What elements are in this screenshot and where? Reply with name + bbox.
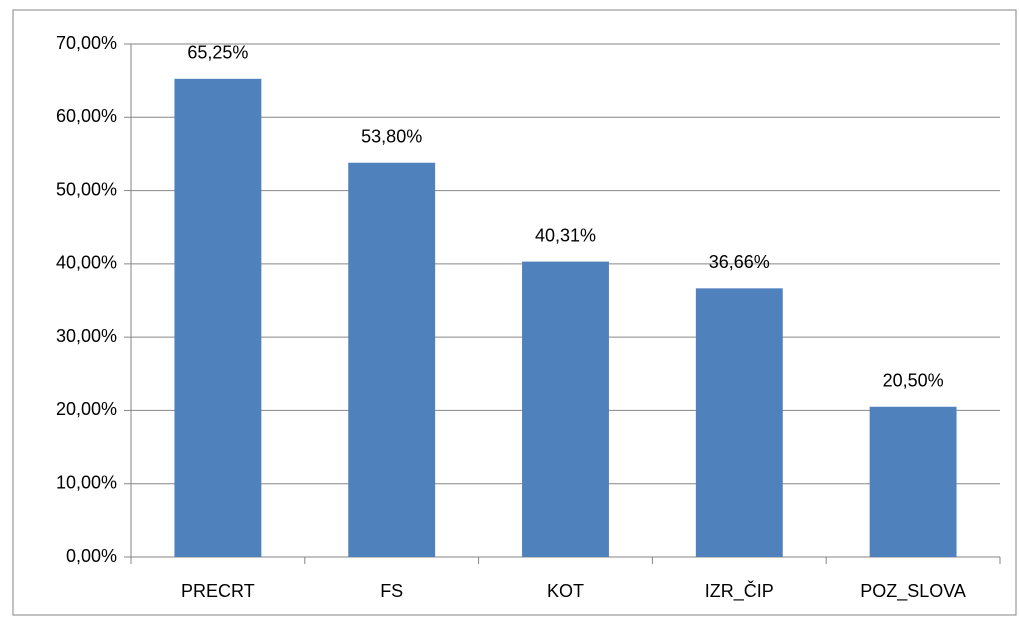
y-tick-label: 70,00% [56,33,117,53]
bar [522,261,609,557]
x-tick-label: IZR_ČIP [705,580,774,602]
bar [869,406,957,557]
x-tick-label: KOT [547,581,584,601]
bar [348,162,436,558]
data-label: 36,66% [709,252,770,272]
y-tick-label: 0,00% [66,546,117,566]
y-tick-label: 50,00% [56,179,117,199]
x-tick-label: PRECRT [181,581,255,601]
y-tick-label: 30,00% [56,326,117,346]
bar [695,288,783,557]
x-tick-label: POZ_SLOVA [860,581,966,602]
data-label: 20,50% [883,371,944,391]
y-tick-label: 60,00% [56,106,117,126]
data-label: 53,80% [361,126,422,146]
data-label: 40,31% [535,225,596,245]
y-tick-label: 20,00% [56,399,117,419]
data-label: 65,25% [187,43,248,63]
chart-border [12,9,1017,616]
x-tick-label: FS [380,581,403,601]
y-tick-label: 10,00% [56,472,117,492]
bar [174,78,262,557]
y-tick-label: 40,00% [56,253,117,273]
